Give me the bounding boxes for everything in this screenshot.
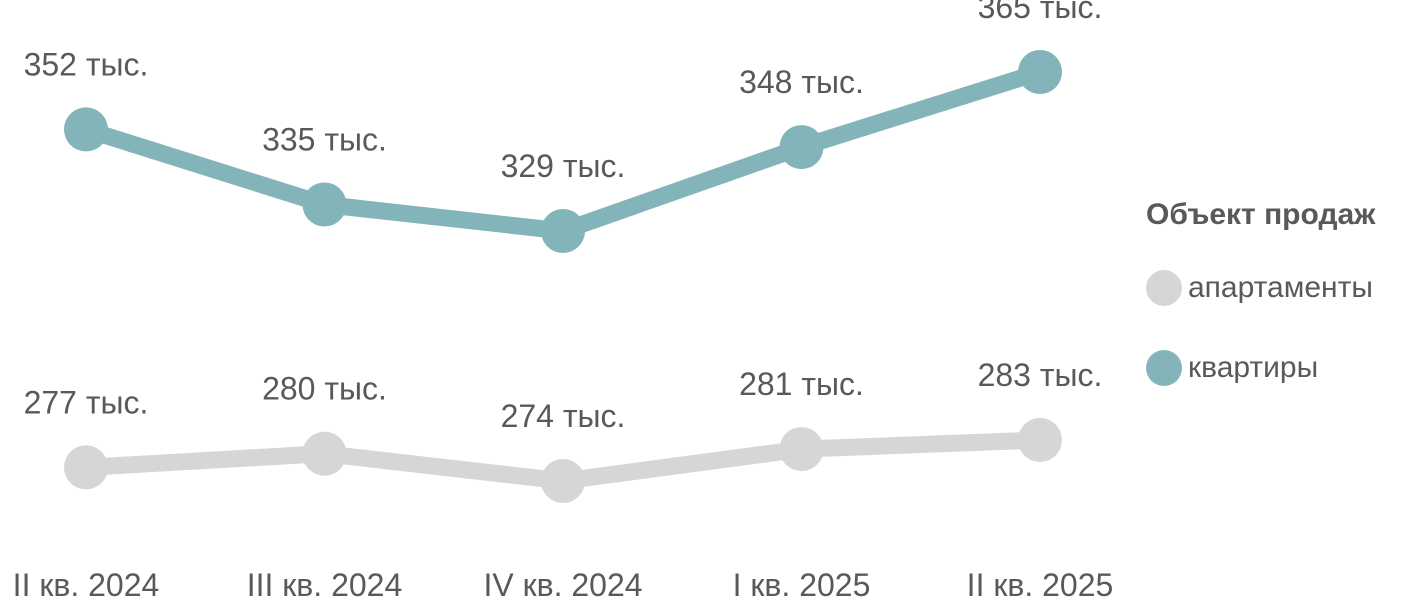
data-point-flats [779,125,824,170]
data-label-flats: 365 тыс. [978,0,1103,25]
data-point-flats [541,209,585,253]
data-point-apartments [64,445,108,490]
data-label-apartments: 274 тыс. [501,398,626,434]
legend-marker-flats [1146,350,1182,386]
data-point-apartments [1018,418,1062,462]
data-point-flats [64,107,108,152]
legend-marker-apartments [1146,270,1182,306]
data-label-flats: 348 тыс. [739,64,864,100]
legend-label-flats: квартиры [1188,351,1319,384]
x-tick-label: III кв. 2024 [247,567,403,602]
x-tick-label: II кв. 2025 [967,567,1114,602]
x-tick-label: IV кв. 2024 [483,567,642,602]
data-point-apartments [302,431,347,476]
legend: Объект продаж апартаменты квартиры [1146,198,1418,428]
data-point-apartments [779,427,824,472]
data-label-apartments: 280 тыс. [262,371,387,407]
data-point-flats [302,182,347,227]
data-label-apartments: 281 тыс. [739,366,864,402]
x-tick-label: II кв. 2024 [13,567,160,602]
data-point-apartments [541,459,585,503]
legend-title: Объект продаж [1146,198,1376,231]
x-tick-label: I кв. 2025 [733,567,871,602]
data-point-flats [1018,50,1062,94]
data-label-flats: 335 тыс. [262,122,387,158]
legend-label-apartments: апартаменты [1188,271,1373,304]
data-label-flats: 352 тыс. [24,46,149,82]
data-label-flats: 329 тыс. [501,148,626,184]
legend-item-flats: квартиры [1146,348,1418,388]
data-label-apartments: 277 тыс. [24,384,149,420]
legend-item-apartments: апартаменты [1146,268,1418,308]
data-label-apartments: 283 тыс. [978,357,1103,393]
